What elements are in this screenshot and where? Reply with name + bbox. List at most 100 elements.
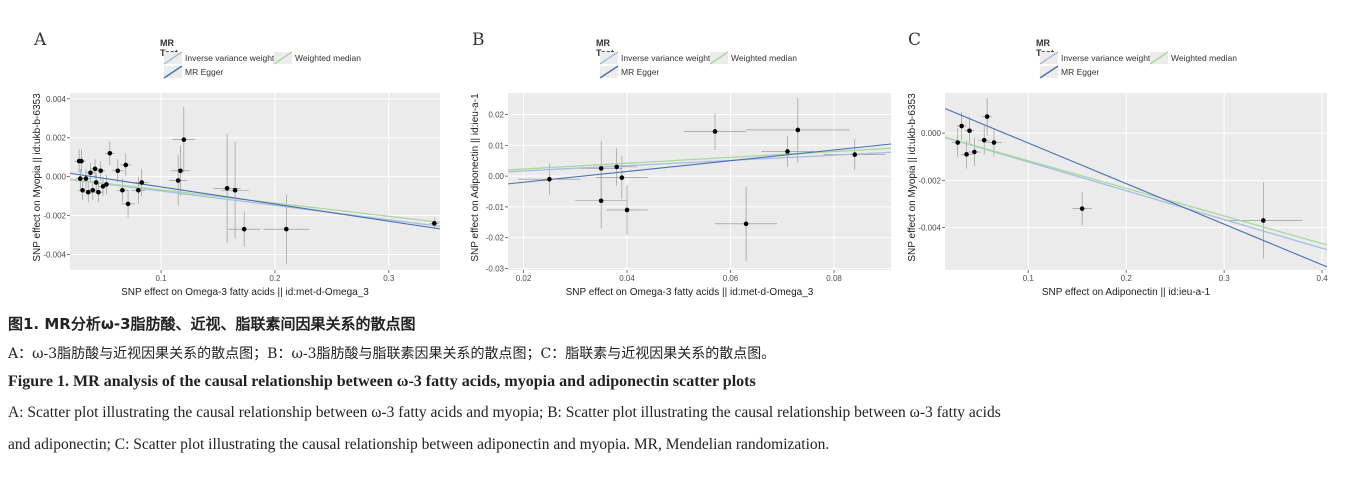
data-point xyxy=(181,137,187,142)
x-tick-label: 0.2 xyxy=(1121,274,1133,283)
legend-label: MR Egger xyxy=(1061,67,1100,77)
data-point xyxy=(991,140,997,145)
data-point xyxy=(178,168,183,174)
y-tick-label: -0.02 xyxy=(486,234,505,243)
data-point xyxy=(93,180,99,185)
y-tick-label: -0.03 xyxy=(486,264,505,273)
panel-b: B 0.02 0.04 0.06 0.08 0.02 0.01 0.00 -0.01 -0.02… xyxy=(440,28,900,300)
data-point xyxy=(77,176,83,181)
x-tick-label: 0.4 xyxy=(1317,274,1329,283)
legend-item-wm: Weighted median xyxy=(709,51,797,65)
data-point xyxy=(90,187,96,193)
x-axis-title: SNP effect on Adiponectin || id:ieu-a-1 xyxy=(1042,287,1211,298)
legend-label: Weighted median xyxy=(295,53,361,63)
y-tick-label: -0.002 xyxy=(43,212,66,221)
data-point xyxy=(1079,206,1085,211)
figure-caption-en-line1: A: Scatter plot illustrating the causal … xyxy=(8,404,1001,421)
legend-key-egger xyxy=(1039,65,1059,79)
legend-label: MR Egger xyxy=(185,67,224,77)
data-point xyxy=(432,221,437,226)
y-tick-label: 0.004 xyxy=(46,95,67,104)
data-point xyxy=(83,176,89,181)
panel-a: A 0.1 0.2 0.3 0.004 0.002 0.000 -0.002 -0.004 SN… xyxy=(0,28,460,300)
data-point xyxy=(785,149,790,154)
regression-line xyxy=(508,147,891,171)
data-point xyxy=(624,207,630,213)
y-tick-label: -0.004 xyxy=(43,250,66,259)
legend-item-ivw: Inverse variance weighted xyxy=(1039,51,1160,65)
data-point xyxy=(92,166,98,172)
figure-caption-en-line2: and adiponectin; C: Scatter plot illustr… xyxy=(8,436,830,453)
scatter-plot-a: 0.1 0.2 0.30.0040.0020.000-0.002-0.004SNP … xyxy=(32,93,440,298)
x-axis-title: SNP effect on Omega-3 fatty acids || id:… xyxy=(121,287,369,298)
y-tick-label: 0.000 xyxy=(921,129,942,138)
data-point xyxy=(100,184,106,189)
legend-label: MR Egger xyxy=(621,67,660,77)
legend-label: Inverse variance weighted xyxy=(621,53,720,63)
plot-area xyxy=(945,97,1327,268)
data-point xyxy=(136,187,141,193)
legend-label: Weighted median xyxy=(1171,53,1237,63)
y-tick-label: -0.002 xyxy=(918,176,941,185)
x-tick-label: 0.06 xyxy=(723,274,739,283)
legend-key-wm xyxy=(1149,51,1169,65)
legend-label: Weighted median xyxy=(731,53,797,63)
legend-item-wm: Weighted median xyxy=(1149,51,1237,65)
legend-key-ivw xyxy=(599,51,619,65)
x-tick-label: 0.1 xyxy=(156,274,168,283)
data-point xyxy=(115,168,121,174)
data-point xyxy=(1261,218,1266,223)
data-point xyxy=(614,164,619,170)
y-tick-label: 0.002 xyxy=(46,134,67,143)
data-point xyxy=(175,178,181,183)
regression-line xyxy=(70,172,440,230)
legend-item-ivw: Inverse variance weighted xyxy=(599,51,720,65)
panel-c: C 0.1 0.2 0.3 0.4 0.000 -0.002 -0.004 SNP effec… xyxy=(880,28,1350,300)
data-point xyxy=(598,166,604,171)
data-point xyxy=(284,226,289,232)
data-point xyxy=(619,175,625,180)
data-point xyxy=(955,140,961,145)
data-point xyxy=(984,114,990,119)
data-point xyxy=(104,182,109,187)
data-point xyxy=(232,187,238,193)
panel-letter: C xyxy=(908,30,922,50)
legend-key-wm xyxy=(273,51,293,65)
legend-key-egger xyxy=(599,65,619,79)
data-point xyxy=(241,226,247,232)
data-point xyxy=(125,201,131,207)
data-point xyxy=(96,189,101,195)
regression-line xyxy=(945,136,1327,246)
plot-background xyxy=(508,93,891,270)
y-tick-label: 0.00 xyxy=(488,172,504,181)
data-point xyxy=(80,187,85,193)
figure-title-cn: 图1. MR分析ω-3脂肪酸、近视、脂联素间因果关系的散点图 xyxy=(8,315,416,333)
data-point xyxy=(123,162,129,168)
x-tick-label: 0.1 xyxy=(1023,274,1035,283)
data-point xyxy=(972,149,977,155)
regression-line xyxy=(508,143,891,185)
x-tick-label: 0.3 xyxy=(383,274,395,283)
plot-area xyxy=(70,106,440,265)
legend-item-ivw: Inverse variance weighted xyxy=(163,51,284,65)
data-point xyxy=(959,123,964,129)
legend-label: Inverse variance weighted xyxy=(185,53,284,63)
panel-letter: A xyxy=(34,30,47,50)
y-tick-label: -0.004 xyxy=(918,224,941,233)
regression-line xyxy=(508,151,891,173)
x-tick-label: 0.3 xyxy=(1219,274,1231,283)
legend-item-egger: MR Egger xyxy=(1039,65,1100,79)
data-point xyxy=(88,170,93,176)
x-tick-label: 0.04 xyxy=(619,274,635,283)
scatter-plot-b: 0.02 0.04 0.06 0.08 0.02 0.01 0.00 -0.01 -0.02 -0… xyxy=(470,93,891,298)
x-tick-label: 0.08 xyxy=(826,274,842,283)
y-tick-label: 0.000 xyxy=(46,173,67,182)
legend-item-wm: Weighted median xyxy=(273,51,361,65)
data-point xyxy=(981,137,987,143)
legend-item-egger: MR Egger xyxy=(163,65,224,79)
data-point xyxy=(964,152,969,157)
data-point xyxy=(139,180,145,185)
data-point xyxy=(120,187,125,193)
plot-area xyxy=(508,97,891,261)
data-point xyxy=(85,189,91,195)
